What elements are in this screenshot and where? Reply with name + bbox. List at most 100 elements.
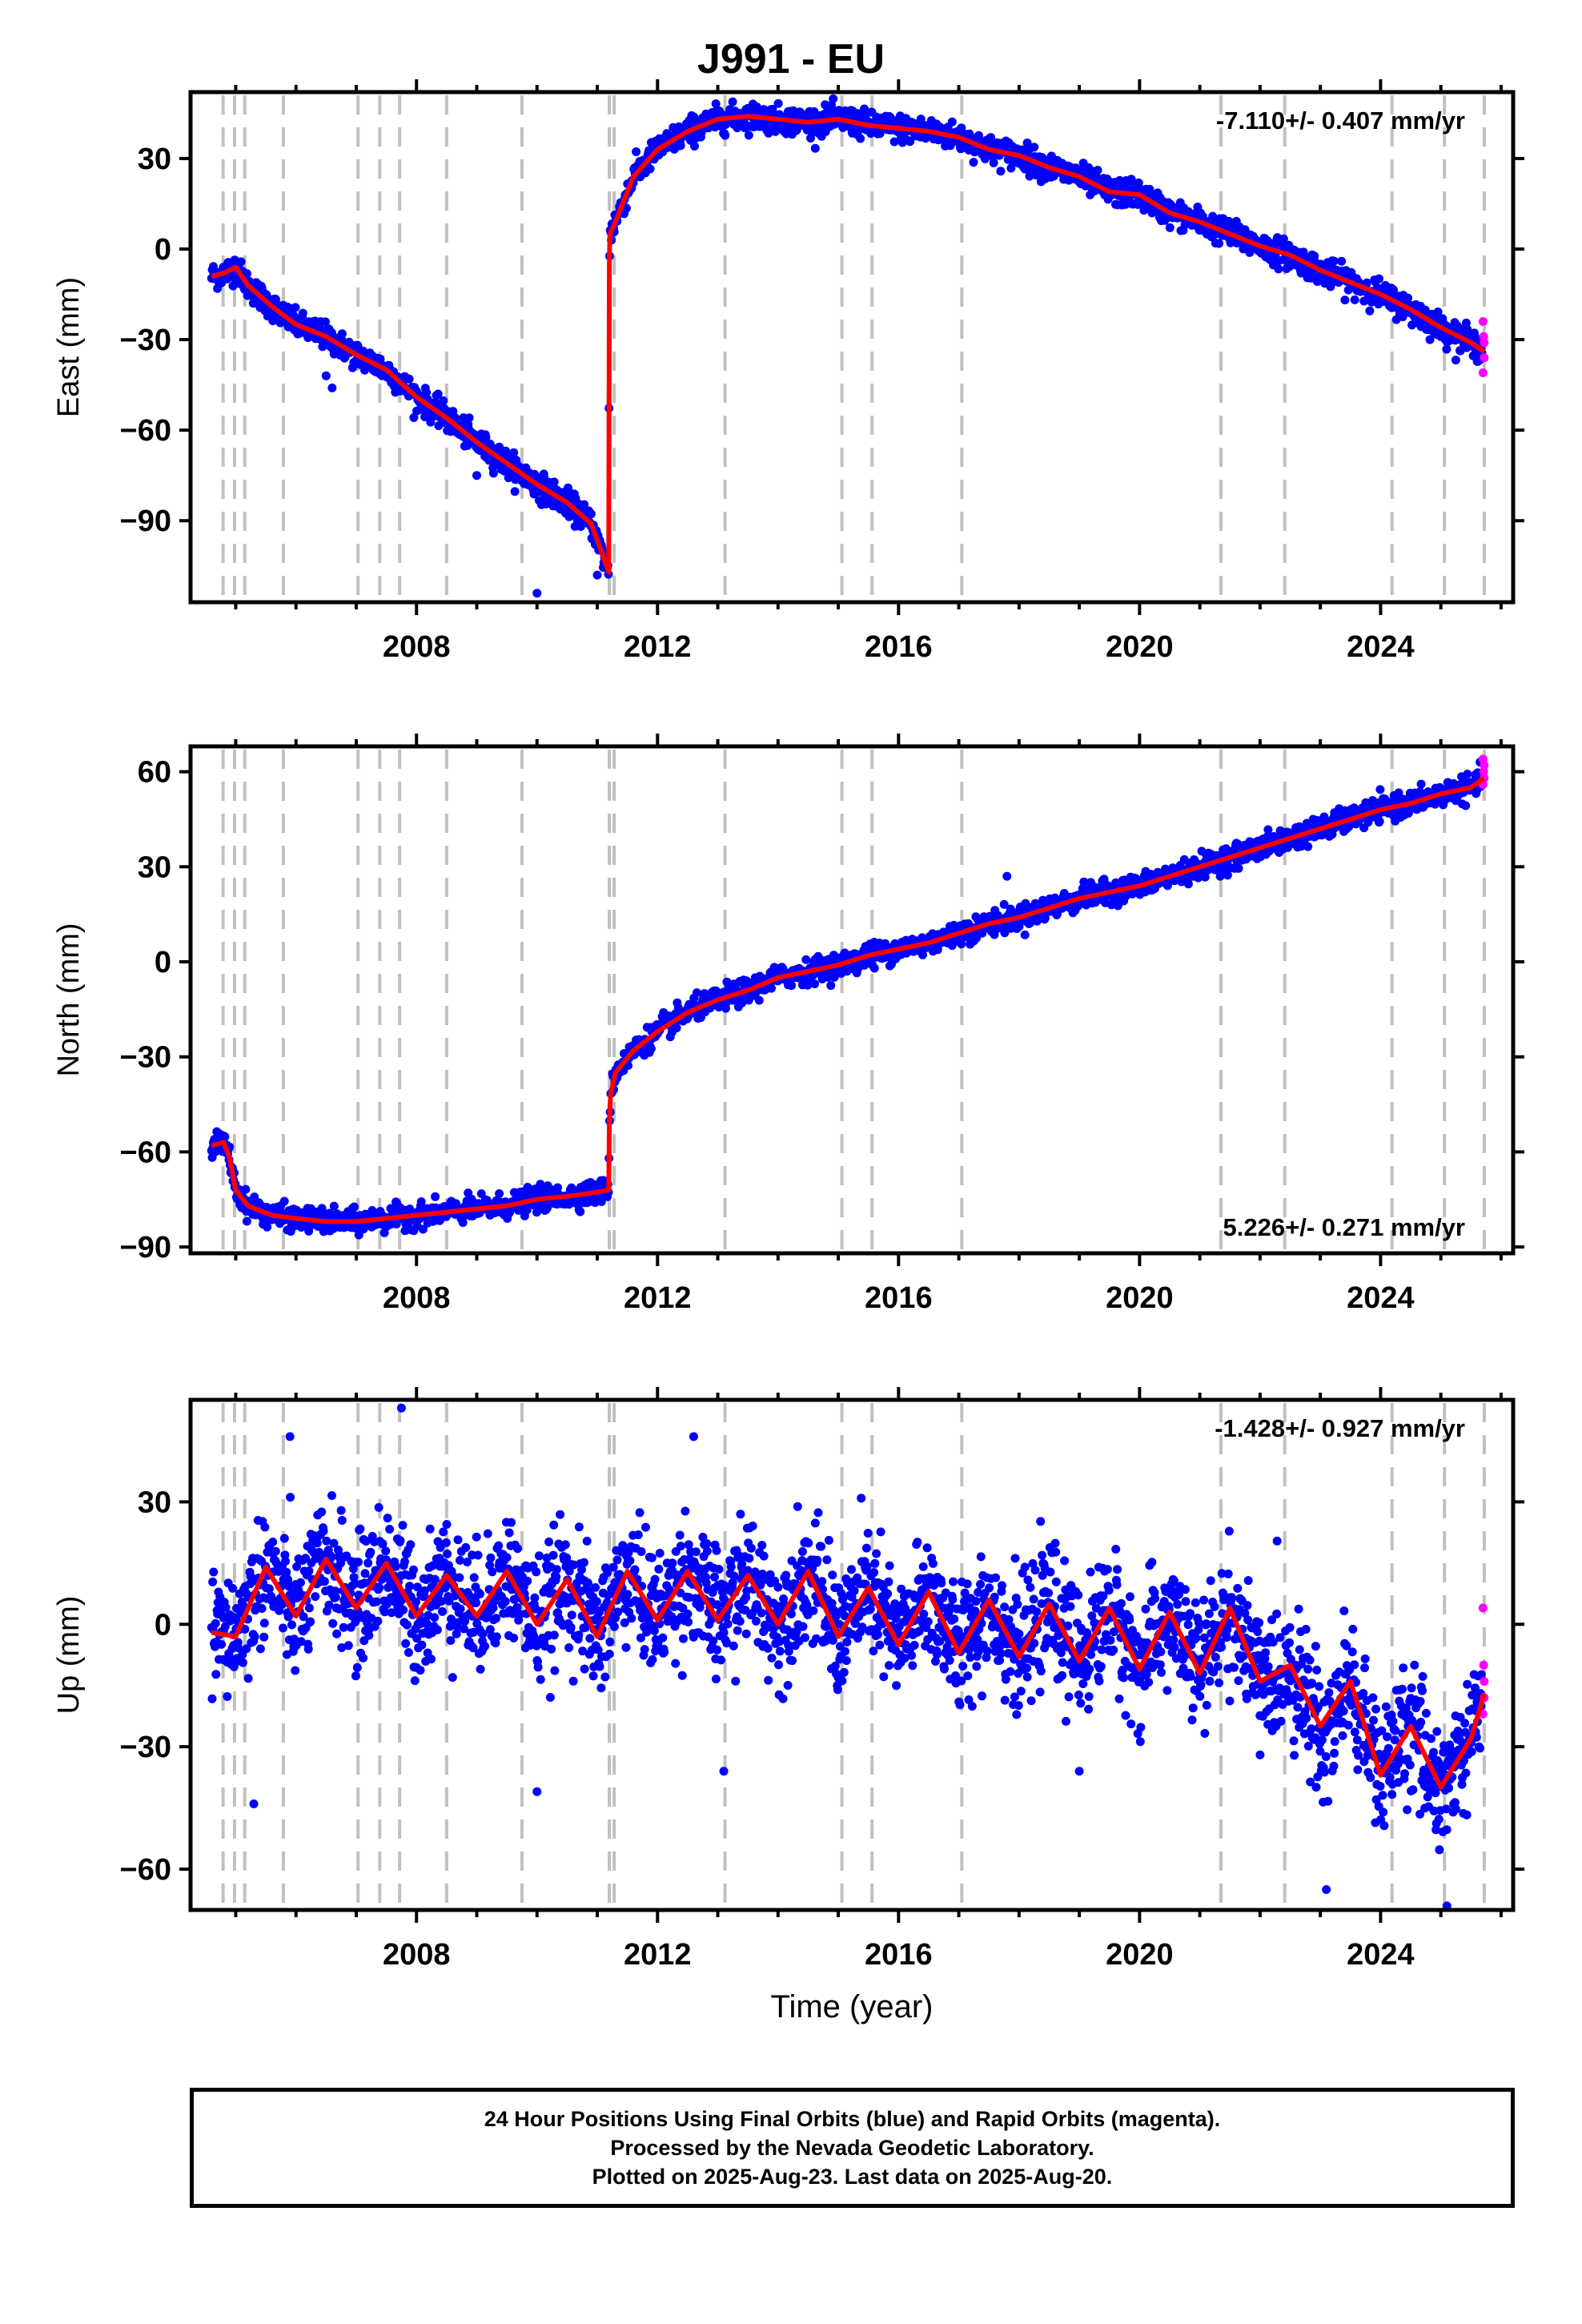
data-point [268, 1538, 278, 1546]
y-tick-label: 0 [155, 946, 171, 979]
data-point [1215, 239, 1224, 248]
data-point [986, 133, 996, 143]
data-point [989, 158, 998, 167]
rapid-orbit-point [1480, 353, 1489, 363]
data-point [209, 1567, 219, 1577]
data-point [422, 388, 432, 397]
data-point [676, 141, 685, 151]
data-point [510, 487, 520, 497]
data-point [905, 137, 915, 147]
data-point [767, 983, 776, 993]
data-point [580, 500, 589, 509]
data-point [690, 142, 699, 151]
data-point [331, 1593, 340, 1602]
data-point [754, 995, 764, 1005]
data-point [236, 257, 246, 267]
data-point [980, 154, 990, 163]
data-point [433, 389, 443, 399]
x-tick-label: 2012 [624, 630, 692, 664]
data-point [1020, 930, 1030, 939]
data-point [439, 396, 448, 405]
data-point [549, 477, 559, 487]
data-point [728, 97, 737, 107]
data-point [1093, 166, 1102, 175]
data-point [957, 939, 966, 949]
data-point [287, 1620, 296, 1630]
data-point [829, 94, 838, 103]
data-point [255, 1644, 265, 1654]
data-point [223, 1692, 232, 1701]
data-point [464, 413, 474, 423]
data-point [646, 1044, 656, 1053]
rapid-orbit-point [1480, 338, 1489, 348]
data-point [576, 1207, 585, 1216]
data-point [495, 442, 504, 452]
data-point [242, 1216, 251, 1226]
data-point [381, 1546, 391, 1556]
data-point [211, 1618, 220, 1628]
x-tick-label: 2020 [1106, 630, 1174, 664]
x-tick-label: 2008 [383, 1281, 451, 1315]
data-point [645, 164, 655, 174]
x-tick-label: 2020 [1106, 1281, 1174, 1315]
y-tick-label: −30 [120, 324, 171, 357]
data-point [692, 988, 701, 998]
data-point [448, 407, 458, 416]
data-point [969, 158, 978, 167]
outlier-point [532, 589, 542, 598]
data-point [298, 308, 307, 318]
data-point [768, 104, 777, 114]
data-point [351, 1671, 360, 1681]
x-tick-label: 2012 [624, 1281, 692, 1315]
data-point [343, 1641, 353, 1651]
data-point [409, 413, 419, 422]
data-point [1274, 264, 1283, 274]
data-point [1018, 145, 1027, 155]
x-tick-label: 2024 [1347, 1281, 1415, 1315]
data-point [1463, 770, 1472, 779]
data-point [303, 1644, 313, 1654]
y-tick-label: −90 [120, 505, 171, 538]
data-point [321, 317, 330, 327]
data-point [1461, 801, 1471, 810]
data-point [481, 432, 491, 442]
y-axis-label: North (mm) [52, 923, 86, 1076]
data-point [360, 1569, 370, 1578]
outlier-point [659, 1007, 669, 1017]
data-point [1183, 879, 1193, 889]
y-tick-label: 30 [138, 143, 171, 176]
data-point [286, 1493, 295, 1502]
data-point [336, 1506, 346, 1515]
data-point [826, 981, 836, 991]
data-point [495, 1189, 504, 1198]
data-point [352, 1663, 362, 1672]
data-point [350, 1202, 359, 1212]
plot-frame [188, 90, 1516, 605]
data-point [281, 1557, 290, 1566]
data-point [259, 1632, 269, 1642]
y-tick-label: 30 [138, 850, 171, 884]
velocity-label: 5.226+/- 0.271 mm/yr [1223, 1213, 1465, 1241]
data-point [721, 131, 730, 140]
data-point [296, 1578, 305, 1587]
data-point [327, 1491, 336, 1500]
velocity-label: -7.110+/- 0.407 mm/yr [1216, 107, 1465, 135]
y-tick-label: 60 [138, 756, 171, 790]
data-point [1126, 175, 1136, 184]
data-point [458, 1218, 468, 1228]
x-tick-label: 2024 [1347, 630, 1415, 664]
data-point [787, 981, 797, 991]
data-point [801, 955, 811, 964]
outlier-point [472, 471, 481, 480]
data-point [385, 1525, 395, 1534]
data-point [319, 1526, 328, 1536]
rapid-orbit-point [1478, 368, 1488, 378]
data-point [238, 1658, 247, 1667]
data-point [282, 1567, 291, 1577]
data-point [586, 509, 596, 519]
data-point [279, 1196, 289, 1206]
data-point [304, 1603, 314, 1613]
data-point [889, 137, 899, 147]
